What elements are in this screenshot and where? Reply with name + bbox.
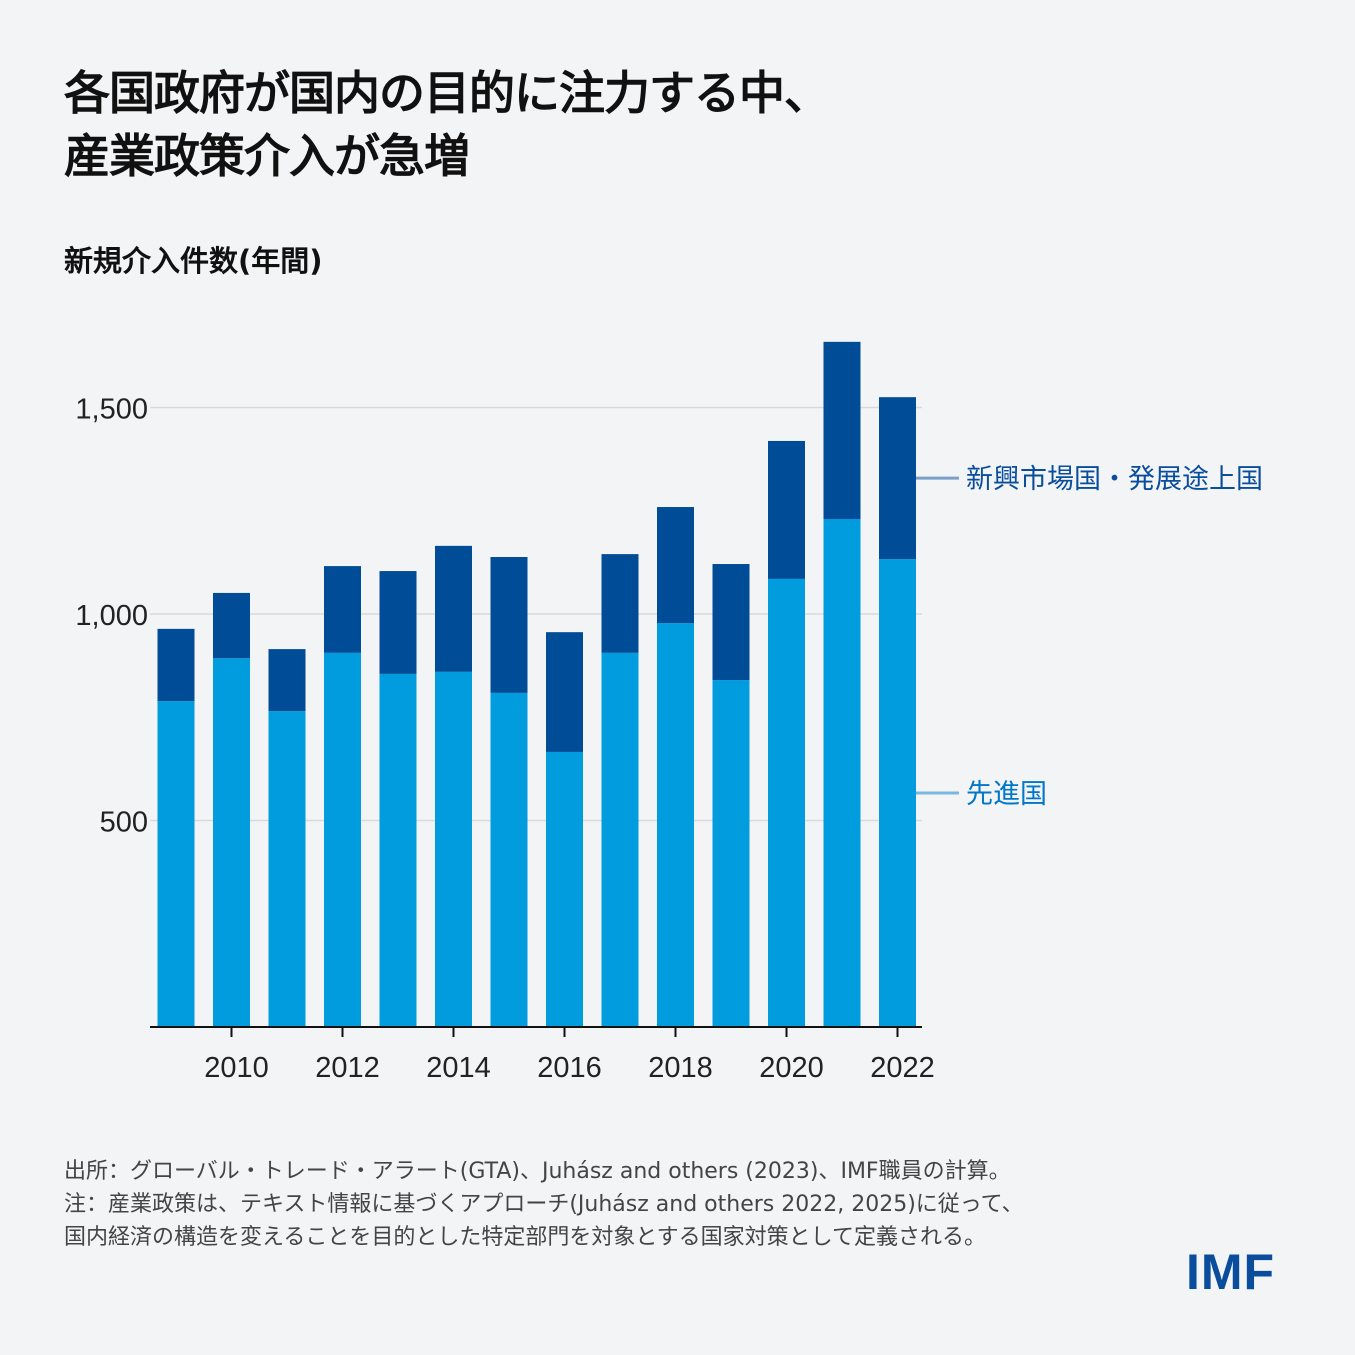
bar-advanced-2009: [157, 701, 195, 1027]
bar-emerging-2020: [768, 440, 805, 579]
bar-advanced-2017: [601, 652, 639, 1027]
bar-advanced-2018: [657, 623, 694, 1027]
chart-title: 各国政府が国内の目的に注力する中、 産業政策介入が急増: [64, 62, 830, 188]
bar-emerging-2016: [546, 632, 583, 752]
imf-logo: IMF: [1186, 1244, 1276, 1300]
x-tick-label: 2016: [537, 1052, 602, 1084]
bar-emerging-2018: [657, 507, 694, 624]
title-line-2: 産業政策介入が急増: [64, 129, 470, 183]
bar-advanced-2014: [435, 671, 472, 1027]
x-tick-label: 2014: [426, 1052, 491, 1084]
x-tick-label: 2020: [759, 1052, 824, 1084]
bar-advanced-2010: [213, 658, 250, 1027]
x-tick-label: 2010: [204, 1052, 269, 1084]
y-tick-label: 1,000: [75, 600, 148, 632]
legend-label: 新興市場国・発展途上国: [966, 464, 1263, 495]
y-tick-label: 1,500: [75, 394, 148, 426]
bar-advanced-2021: [823, 519, 861, 1027]
bar-advanced-2016: [546, 751, 583, 1027]
bar-advanced-2022: [879, 559, 916, 1027]
bar-emerging-2014: [435, 545, 472, 672]
y-axis-label: 新規介入件数(年間): [64, 244, 323, 278]
bar-emerging-2019: [712, 564, 750, 681]
bar-emerging-2011: [268, 649, 306, 712]
title-line-1: 各国政府が国内の目的に注力する中、: [64, 66, 830, 120]
bar-advanced-2019: [712, 680, 750, 1027]
bar-advanced-2012: [324, 652, 361, 1027]
footer-notes: 出所：グローバル・トレード・アラート(GTA)、Juhász and other…: [64, 1155, 1024, 1254]
note-line-1: 注：産業政策は、テキスト情報に基づくアプローチ(Juhász and other…: [64, 1192, 1024, 1217]
bar-emerging-2022: [879, 397, 916, 560]
bar-advanced-2015: [490, 692, 528, 1027]
x-tick-label: 2012: [315, 1052, 380, 1084]
bar-emerging-2017: [601, 554, 639, 653]
bar-advanced-2011: [268, 711, 306, 1027]
x-tick-label: 2022: [870, 1052, 935, 1084]
y-tick-label: 500: [100, 807, 148, 839]
bar-advanced-2013: [379, 673, 417, 1027]
x-tick-label: 2018: [648, 1052, 713, 1084]
legend-label: 先進国: [966, 779, 1047, 810]
bar-emerging-2015: [490, 557, 528, 693]
bar-emerging-2010: [213, 592, 250, 659]
bar-emerging-2013: [379, 571, 417, 674]
note-line-2: 国内経済の構造を変えることを目的とした特定部門を対象とする国家対策として定義され…: [64, 1225, 987, 1250]
bar-emerging-2021: [823, 341, 861, 520]
source-note: 出所：グローバル・トレード・アラート(GTA)、Juhász and other…: [64, 1159, 1011, 1184]
bar-advanced-2020: [768, 578, 805, 1027]
bar-emerging-2012: [324, 566, 361, 653]
bar-emerging-2009: [157, 628, 195, 702]
